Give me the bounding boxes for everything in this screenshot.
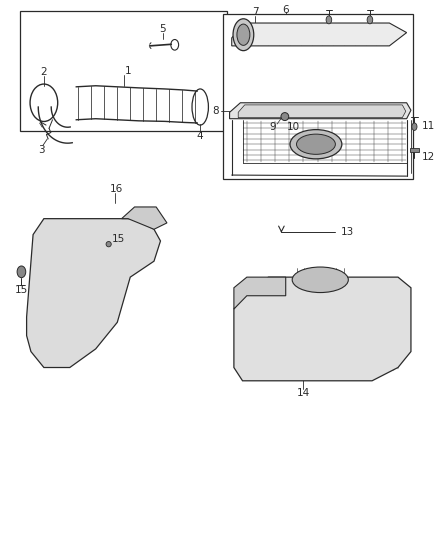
Ellipse shape — [297, 134, 336, 155]
Text: 11: 11 — [422, 120, 435, 131]
Text: 16: 16 — [110, 184, 123, 195]
Text: 5: 5 — [159, 24, 166, 34]
Bar — [20, 11, 227, 131]
Text: 10: 10 — [287, 122, 300, 132]
Polygon shape — [230, 103, 411, 119]
Ellipse shape — [281, 112, 289, 120]
Polygon shape — [232, 23, 406, 46]
Text: 1: 1 — [125, 66, 131, 76]
Text: 13: 13 — [341, 228, 354, 238]
Text: 4: 4 — [197, 131, 204, 141]
Text: 6: 6 — [283, 5, 289, 15]
Text: 14: 14 — [297, 388, 310, 398]
Text: 8: 8 — [212, 106, 219, 116]
Text: 7: 7 — [252, 7, 259, 17]
Polygon shape — [27, 219, 160, 368]
Polygon shape — [410, 148, 419, 152]
Polygon shape — [234, 277, 411, 381]
Ellipse shape — [237, 24, 250, 45]
Ellipse shape — [326, 16, 332, 24]
Polygon shape — [238, 105, 406, 118]
Text: 15: 15 — [15, 285, 28, 295]
Ellipse shape — [292, 267, 348, 293]
Ellipse shape — [17, 266, 26, 278]
Ellipse shape — [233, 19, 254, 51]
Text: 15: 15 — [112, 234, 125, 244]
Ellipse shape — [106, 241, 111, 247]
Text: 3: 3 — [39, 144, 45, 155]
Text: 9: 9 — [269, 122, 276, 132]
Ellipse shape — [290, 130, 342, 159]
Ellipse shape — [412, 123, 417, 131]
Ellipse shape — [367, 16, 373, 24]
Bar — [223, 14, 413, 179]
Text: 12: 12 — [422, 152, 435, 162]
Polygon shape — [234, 277, 286, 309]
Text: 2: 2 — [41, 68, 47, 77]
Polygon shape — [122, 207, 167, 229]
